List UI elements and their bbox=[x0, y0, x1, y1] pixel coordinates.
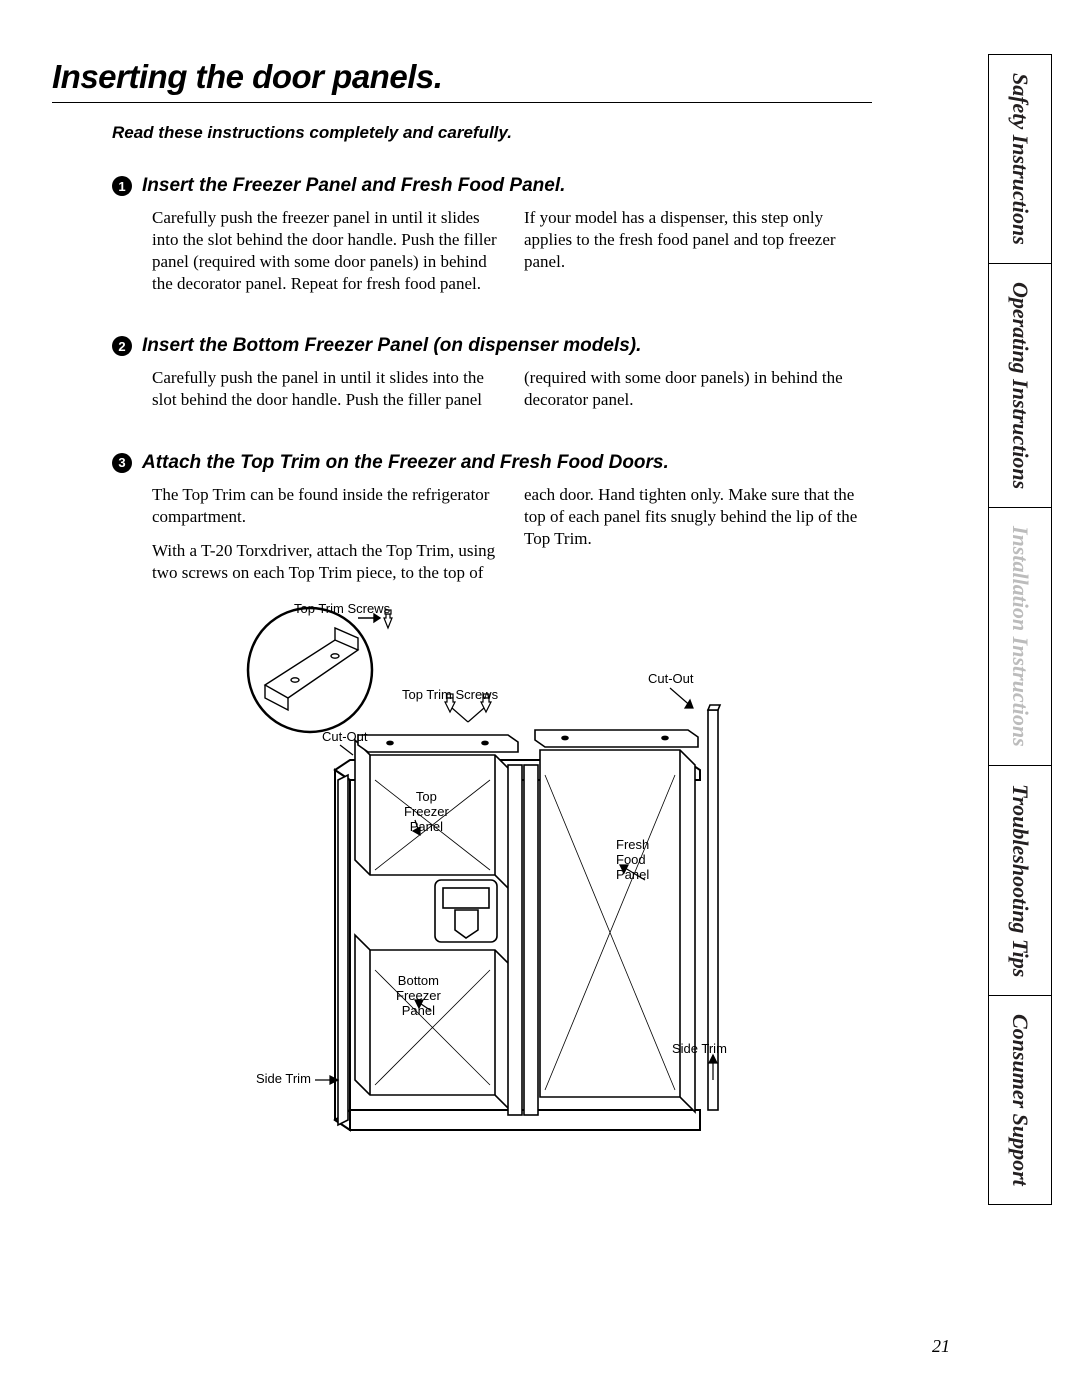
intro-text: Read these instructions completely and c… bbox=[112, 123, 872, 143]
tab-operating[interactable]: Operating Instructions bbox=[988, 263, 1052, 507]
step-col-right: each door. Hand tighten only. Make sure … bbox=[524, 484, 872, 584]
side-tabs: Safety Instructions Operating Instructio… bbox=[988, 54, 1052, 1205]
step-col-right: (required with some door panels) in behi… bbox=[524, 367, 872, 411]
page-title: Inserting the door panels. bbox=[52, 58, 872, 96]
step-paragraph: The Top Trim can be found inside the ref… bbox=[152, 484, 500, 528]
label-top-freezer-panel: Top Freezer Panel bbox=[404, 790, 449, 835]
step-col-left: Carefully push the freezer panel in unti… bbox=[152, 207, 500, 295]
step-1: 1 Insert the Freezer Panel and Fresh Foo… bbox=[112, 175, 872, 295]
step-number-badge: 2 bbox=[112, 336, 132, 356]
step-title: Attach the Top Trim on the Freezer and F… bbox=[142, 452, 669, 474]
tab-consumer[interactable]: Consumer Support bbox=[988, 995, 1052, 1205]
step-paragraph: With a T-20 Torxdriver, attach the Top T… bbox=[152, 540, 500, 584]
label-top-trim-screws-1: Top Trim Screws bbox=[294, 602, 390, 617]
step-title: Insert the Bottom Freezer Panel (on disp… bbox=[142, 335, 641, 357]
label-side-trim-left: Side Trim bbox=[256, 1072, 311, 1087]
step-title: Insert the Freezer Panel and Fresh Food … bbox=[142, 175, 565, 197]
step-col-left: The Top Trim can be found inside the ref… bbox=[152, 484, 500, 584]
step-3: 3 Attach the Top Trim on the Freezer and… bbox=[112, 452, 872, 584]
diagram-svg bbox=[240, 580, 800, 1180]
title-rule bbox=[52, 102, 872, 103]
label-bottom-freezer-panel: Bottom Freezer Panel bbox=[396, 974, 441, 1019]
step-col-left: Carefully push the panel in until it sli… bbox=[152, 367, 500, 411]
label-fresh-food-panel: Fresh Food Panel bbox=[616, 838, 649, 883]
tab-safety[interactable]: Safety Instructions bbox=[988, 54, 1052, 263]
label-cut-out-left: Cut-Out bbox=[322, 730, 368, 745]
label-cut-out-right: Cut-Out bbox=[648, 672, 694, 687]
tab-troubleshooting[interactable]: Troubleshooting Tips bbox=[988, 765, 1052, 995]
tab-installation[interactable]: Installation Instructions bbox=[988, 507, 1052, 765]
label-side-trim-right: Side Trim bbox=[672, 1042, 727, 1057]
page-number: 21 bbox=[932, 1336, 950, 1357]
step-number-badge: 3 bbox=[112, 453, 132, 473]
installation-diagram: Top Trim Screws Top Trim Screws Cut-Out … bbox=[240, 580, 800, 1180]
step-number-badge: 1 bbox=[112, 176, 132, 196]
label-top-trim-screws-2: Top Trim Screws bbox=[402, 688, 498, 703]
step-col-right: If your model has a dispenser, this step… bbox=[524, 207, 872, 295]
step-2: 2 Insert the Bottom Freezer Panel (on di… bbox=[112, 335, 872, 411]
